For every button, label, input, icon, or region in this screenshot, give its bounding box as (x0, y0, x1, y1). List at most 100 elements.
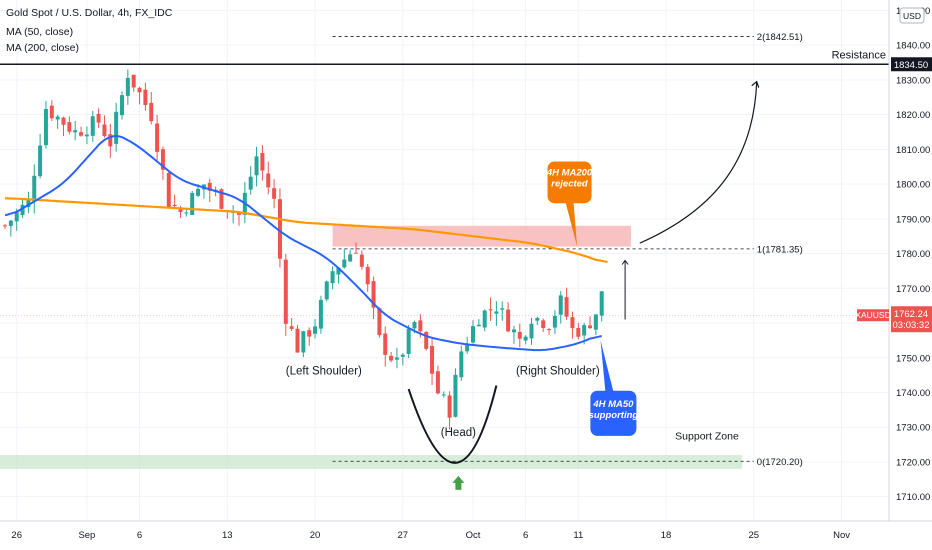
time-tick-label: 13 (222, 530, 233, 541)
candle-countdown-timer: 03:03:32 (893, 320, 930, 331)
candle-body (489, 309, 493, 310)
candle-body (149, 103, 153, 121)
candle-body (155, 124, 159, 152)
candle-body (102, 124, 106, 136)
candle-body (167, 173, 171, 207)
time-tick-label: 11 (573, 530, 583, 541)
candle-body (448, 395, 452, 417)
candle-body (56, 117, 60, 120)
candle-body (32, 176, 36, 202)
time-tick-label: 6 (523, 530, 528, 541)
candle-body (413, 322, 417, 328)
symbol-badge-label: XAUUSD (855, 310, 890, 320)
indicator-ma50-label[interactable]: MA (50, close) (6, 26, 73, 38)
price-tick-label: 1770.00 (896, 284, 930, 295)
candle-body (15, 212, 19, 221)
candle-body (114, 112, 118, 144)
candle-body (38, 146, 42, 177)
candle-body (535, 318, 539, 321)
fib-label: 1(1781.35) (757, 244, 803, 255)
candle-body (459, 351, 463, 377)
candle-body (366, 267, 370, 284)
candle-body (97, 114, 101, 123)
price-tick-label: 1740.00 (896, 388, 930, 399)
candle-body (284, 260, 288, 324)
fib-label: 0(1720.20) (757, 457, 803, 468)
price-tick-label: 1790.00 (896, 214, 930, 225)
candle-body (79, 132, 83, 136)
candle-body (196, 189, 200, 196)
time-tick-label: 26 (11, 530, 22, 541)
price-tick-label: 1750.00 (896, 353, 930, 364)
head-curve (409, 386, 497, 463)
candle-body (307, 330, 311, 336)
candle-body (570, 317, 574, 328)
time-tick-label: Sep (78, 530, 95, 541)
green-up-arrow-icon (452, 476, 464, 490)
candle-body (430, 346, 434, 374)
fib-label: 2(1842.51) (757, 32, 803, 43)
candle-body (512, 329, 516, 332)
candle-body (576, 328, 580, 337)
candle-body (401, 355, 405, 357)
resistance-label: Resistance (832, 49, 886, 61)
ma200-callout-line2: rejected (551, 179, 588, 190)
candle-body (91, 116, 95, 136)
candle-body (266, 174, 270, 188)
candle-body (184, 212, 188, 213)
candle-body (260, 153, 264, 171)
candle-body (453, 375, 457, 417)
candle-body (301, 331, 305, 352)
time-tick-label: 18 (661, 530, 672, 541)
candle-body (500, 308, 504, 309)
candle-body (553, 316, 557, 328)
indicator-ma200-label[interactable]: MA (200, close) (6, 42, 79, 54)
candle-body (483, 311, 487, 328)
candle-body (559, 295, 563, 314)
candle-body (524, 337, 528, 341)
time-tick-label: 27 (398, 530, 409, 541)
time-axis[interactable]: 26 Sep 6 13 20 27 Oct 6 11 18 25 Nov (0, 521, 932, 550)
candle-body (50, 106, 54, 119)
candle-body (506, 310, 510, 332)
candle-body (377, 308, 381, 335)
time-tick-label: Nov (833, 530, 850, 541)
candle-body (120, 95, 124, 115)
candle-body (331, 271, 335, 283)
candle-body (547, 329, 551, 330)
candle-body (588, 325, 592, 328)
price-tick-label: 1840.00 (896, 41, 930, 52)
price-tick-label: 1830.00 (896, 75, 930, 86)
price-axis[interactable]: 1710.001720.001730.001740.001750.001760.… (889, 0, 932, 521)
candle-body (407, 329, 411, 354)
currency-badge-label[interactable]: USD (903, 11, 921, 21)
price-tick-label: 1820.00 (896, 110, 930, 121)
candle-body (255, 156, 259, 175)
candle-body (530, 324, 534, 339)
candle-body (348, 254, 352, 261)
candle-body (395, 357, 399, 359)
head-label: (Head) (441, 427, 476, 439)
candle-body (319, 300, 323, 329)
candle-body (313, 326, 317, 333)
candle-body (138, 88, 142, 92)
resistance-price-value: 1834.50 (894, 60, 928, 71)
candle-body (143, 90, 147, 105)
ma50-callout-pointer (601, 340, 614, 391)
candle-body (354, 253, 358, 254)
projection-arrowhead-icon (752, 82, 759, 88)
candle-body (582, 325, 586, 335)
candle-body (132, 75, 136, 88)
candle-body (173, 205, 177, 206)
time-tick-label: 6 (137, 530, 142, 541)
candle-body (383, 334, 387, 355)
candle-body (272, 188, 276, 199)
candle-body (436, 371, 440, 393)
candle-body (418, 320, 422, 331)
candle-body (9, 221, 13, 226)
candle-body (442, 394, 446, 395)
candle-body (62, 118, 66, 125)
candle-body (249, 177, 253, 190)
ma50-callout-line1: 4H MA50 (592, 399, 634, 410)
